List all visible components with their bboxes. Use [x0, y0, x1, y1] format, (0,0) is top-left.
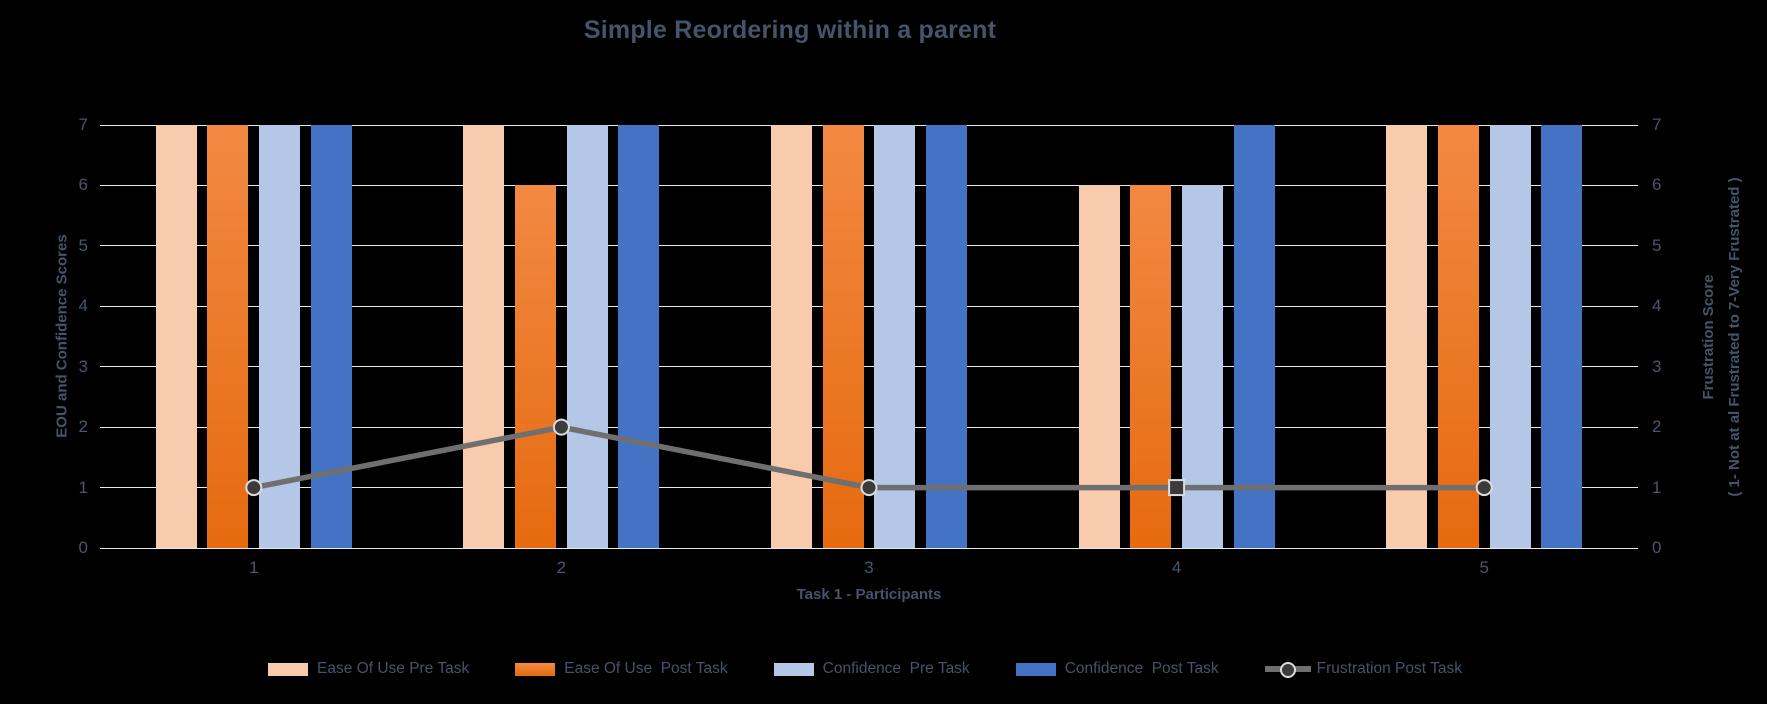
legend-swatch-4 [1015, 662, 1056, 676]
gridline-y3 [100, 366, 1638, 368]
frustration-marker-cat1 [245, 479, 263, 497]
bar-series3-cat2 [566, 125, 608, 548]
x-axis-title: Task 1 - Participants [796, 586, 942, 603]
left-ytick-5: 5 [78, 235, 88, 255]
xtick-1: 1 [249, 558, 259, 577]
gridline-y7 [100, 124, 1638, 126]
left-ytick-6: 6 [78, 175, 88, 195]
chart-title: Simple Reordering within a parent [583, 16, 997, 44]
gridline-y6 [100, 184, 1638, 186]
legend-swatch-3 [773, 662, 814, 676]
bar-series3-cat5 [1489, 125, 1531, 548]
frustration-marker-cat3 [860, 479, 878, 497]
frustration-marker-cat5 [1475, 479, 1493, 497]
legend: Ease Of Use Pre Task Ease Of Use Post Tas… [0, 660, 1730, 678]
legend-swatch-2 [515, 662, 556, 676]
legend-label-3: Confidence Pre Task [822, 660, 970, 677]
bar-series4-cat2 [618, 125, 660, 548]
legend-label-2: Ease Of Use Post Task [564, 660, 728, 677]
frustration-marker-cat4 [1168, 479, 1186, 497]
bar-series2-cat2 [515, 185, 557, 548]
frustration-line-layer [245, 418, 1493, 497]
right-ytick-2: 2 [1652, 417, 1662, 437]
right-y-axis-title-line1: Frustration Score [1700, 274, 1717, 400]
legend-item-5: Frustration Post Task [1264, 660, 1462, 678]
legend-label-4: Confidence Post Task [1064, 660, 1219, 677]
gridline-y0 [100, 547, 1638, 549]
gridline-y4 [100, 305, 1638, 307]
left-ytick-4: 4 [78, 296, 88, 316]
bar-series4-cat3 [926, 125, 968, 548]
xtick-3: 3 [864, 558, 874, 577]
right-ytick-6: 6 [1652, 175, 1662, 195]
right-ytick-3: 3 [1652, 356, 1662, 376]
bar-series2-cat5 [1437, 125, 1479, 548]
right-ytick-0: 0 [1652, 538, 1662, 557]
bar-series1-cat1 [155, 125, 197, 548]
left-y-axis-title: EOU and Confidence Scores [53, 234, 71, 438]
xtick-5: 5 [1479, 558, 1489, 577]
right-ytick-7: 7 [1652, 115, 1662, 134]
bar-series3-cat3 [874, 125, 916, 548]
bar-series4-cat4 [1233, 125, 1275, 548]
right-y-axis-title: Frustration Score ( 1- Not at al Frustra… [1696, 177, 1748, 496]
xtick-4: 4 [1171, 558, 1182, 577]
legend-line-marker-sample [1264, 662, 1311, 678]
legend-swatch-1 [268, 662, 309, 676]
xtick-2: 2 [556, 558, 567, 577]
legend-line-dot [1279, 662, 1296, 678]
legend-item-2: Ease Of Use Post Task [515, 660, 728, 678]
right-ytick-5: 5 [1652, 235, 1662, 255]
left-ytick-0: 0 [78, 538, 88, 557]
left-ytick-3: 3 [78, 356, 88, 376]
bar-series2-cat1 [207, 125, 249, 548]
right-ytick-1: 1 [1652, 477, 1662, 497]
right-ytick-4: 4 [1652, 296, 1662, 316]
left-ytick-1: 1 [78, 477, 88, 497]
frustration-line [253, 424, 1485, 491]
left-ytick-7: 7 [78, 115, 88, 134]
left-ytick-2: 2 [78, 417, 88, 437]
bar-series1-cat5 [1386, 125, 1428, 548]
right-y-axis-title-line2: ( 1- Not at al Frustrated to 7-Very Frus… [1726, 177, 1743, 497]
legend-label-1: Ease Of Use Pre Task [317, 660, 470, 677]
gridline-y2 [100, 426, 1638, 428]
bar-series1-cat2 [463, 125, 505, 548]
plot-area [100, 124, 1638, 549]
legend-label-5: Frustration Post Task [1316, 660, 1462, 677]
legend-item-4: Confidence Post Task [1015, 660, 1219, 678]
frustration-marker-cat2 [552, 418, 570, 436]
bar-series4-cat5 [1541, 125, 1583, 548]
legend-item-3: Confidence Pre Task [773, 660, 970, 678]
gridline-y5 [100, 245, 1638, 247]
legend-item-1: Ease Of Use Pre Task [268, 660, 469, 678]
